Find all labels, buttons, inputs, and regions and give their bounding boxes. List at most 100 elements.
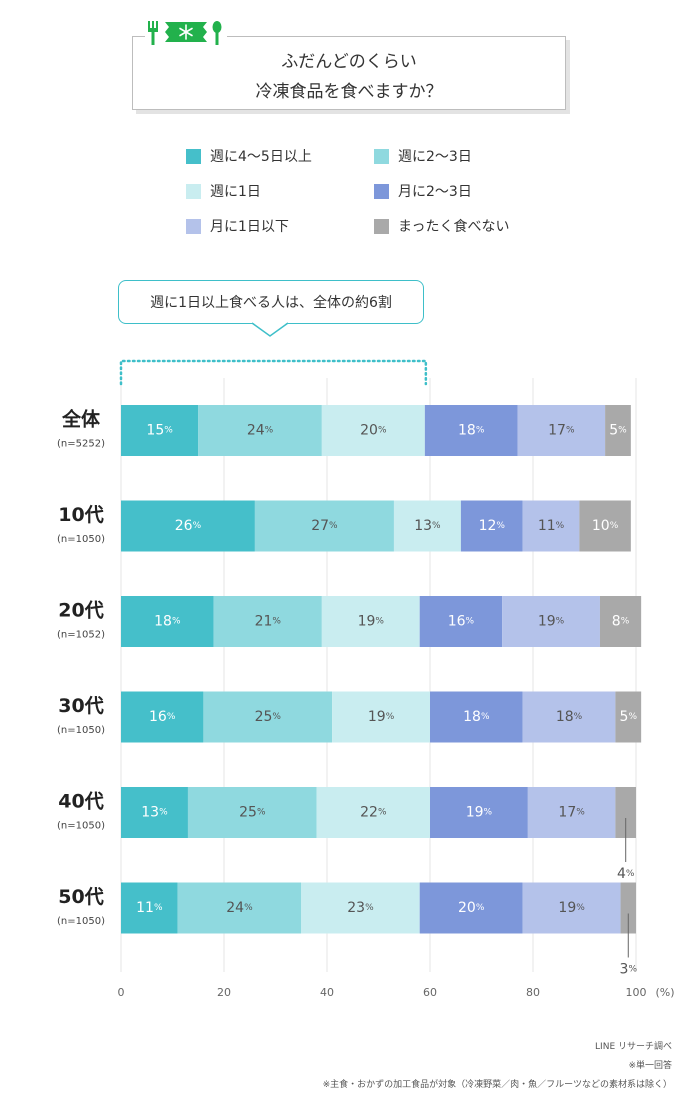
x-tick-label: 20 <box>217 986 231 999</box>
bar-segment <box>121 500 255 552</box>
legend-swatch <box>186 218 201 234</box>
legend-label: 月に1日以下 <box>210 219 289 235</box>
bar-segment <box>332 691 430 743</box>
callout-bracket <box>119 359 428 386</box>
category-sample-size: (n=1050) <box>57 916 105 927</box>
bar-segment <box>620 882 636 934</box>
bar-segment <box>121 596 214 647</box>
data-label: 19% <box>538 614 565 630</box>
x-tick-label: 60 <box>423 986 437 999</box>
category-sample-size: (n=1050) <box>57 534 105 545</box>
x-axis-unit: (%) <box>655 986 674 999</box>
data-label: 23% <box>347 900 374 916</box>
data-label: 20% <box>458 900 485 916</box>
bar-segment <box>121 405 199 456</box>
legend-item: 週に2〜3日 <box>374 146 472 166</box>
bar-segment <box>301 882 420 934</box>
bar-segment <box>599 596 642 647</box>
bar-segment <box>213 596 322 647</box>
data-label: 13% <box>414 518 441 534</box>
title-line-1: ふだんどのくらい <box>281 52 417 72</box>
category-sample-size: (n=5252) <box>57 439 105 450</box>
bar-segment <box>321 596 420 647</box>
bar-segment <box>419 882 523 934</box>
data-label: 19% <box>358 614 385 630</box>
data-label: 12% <box>479 518 506 534</box>
data-label: 19% <box>558 900 585 916</box>
bar-segment <box>321 405 425 456</box>
legend-swatch <box>374 218 389 234</box>
data-label: 18% <box>463 709 490 725</box>
data-label: 10% <box>592 518 619 534</box>
footnotes: LINE リサーチ調べ ※単一回答 ※主食・おかずの加工食品が対象（冷凍野菜／肉… <box>323 1038 672 1095</box>
bar-segment <box>615 787 636 838</box>
legend-label: 月に2〜3日 <box>398 184 472 200</box>
footnote-source: LINE リサーチ調べ <box>595 1042 672 1052</box>
legend-swatch <box>186 183 201 199</box>
bar-segment <box>121 787 188 838</box>
callout-pointer <box>251 322 289 337</box>
legend-item: 月に1日以下 <box>186 216 289 236</box>
data-label: 17% <box>558 805 585 821</box>
legend-label: まったく食べない <box>398 219 510 235</box>
data-label: 24% <box>247 423 274 439</box>
callout-box: 週に1日以上食べる人は、全体の約6割 <box>118 280 424 324</box>
data-label: 13% <box>141 805 168 821</box>
data-label: 21% <box>255 614 282 630</box>
bar-segment <box>203 691 333 743</box>
data-label: 22% <box>360 805 387 821</box>
category-sample-size: (n=1050) <box>57 821 105 832</box>
bar-segment <box>187 787 317 838</box>
category-label: 10代 <box>58 504 103 526</box>
bar-segment <box>502 596 600 647</box>
data-label: 11% <box>136 900 163 916</box>
category-sample-size: (n=1050) <box>57 725 105 736</box>
legend-swatch <box>374 183 389 199</box>
bar-segment <box>430 787 528 838</box>
bar-segment <box>522 691 616 743</box>
data-label: 25% <box>239 805 266 821</box>
data-label: 8% <box>612 614 630 630</box>
bar-segment <box>430 691 523 743</box>
data-label: 24% <box>226 900 253 916</box>
category-label: 50代 <box>58 886 103 908</box>
x-tick-label: 40 <box>320 986 334 999</box>
data-label: 17% <box>548 423 575 439</box>
data-label: 26% <box>175 518 202 534</box>
bar-segment <box>419 596 503 647</box>
data-label: 3% <box>620 962 638 978</box>
category-label: 全体 <box>61 408 101 431</box>
data-label: 5% <box>609 423 627 439</box>
decoration-icon <box>145 18 227 48</box>
bar-segment <box>522 500 580 552</box>
data-label: 25% <box>255 709 282 725</box>
data-label: 11% <box>538 518 565 534</box>
legend-label: 週に2〜3日 <box>398 149 472 165</box>
bar-segment <box>393 500 461 552</box>
bar-segment <box>177 882 302 934</box>
category-label: 20代 <box>58 600 103 622</box>
callout-text: 週に1日以上食べる人は、全体の約6割 <box>150 295 392 311</box>
data-label: 18% <box>556 709 583 725</box>
data-label: 20% <box>360 423 387 439</box>
data-label: 4% <box>617 866 635 882</box>
category-sample-size: (n=1052) <box>57 630 105 641</box>
bar-segment <box>460 500 523 552</box>
footnote-single-answer: ※単一回答 <box>628 1061 672 1071</box>
data-label: 18% <box>458 423 485 439</box>
bar-segment <box>121 882 178 934</box>
bar-segment <box>579 500 631 552</box>
bar-segment <box>517 405 606 456</box>
bar-segment <box>615 691 642 743</box>
legend-label: 週に4〜5日以上 <box>210 149 312 165</box>
data-label: 5% <box>620 709 638 725</box>
bar-segment <box>254 500 394 552</box>
chart-title-box: ふだんどのくらい 冷凍食品を食べますか？ <box>132 18 566 110</box>
bar-segment <box>121 691 204 743</box>
legend-item: 月に2〜3日 <box>374 181 472 201</box>
legend-swatch <box>186 148 201 164</box>
footnote-scope: ※主食・おかずの加工食品が対象（冷凍野菜／肉・魚／フルーツなどの素材系は除く） <box>322 1080 672 1090</box>
category-label: 30代 <box>58 695 103 717</box>
bar-segment <box>527 787 616 838</box>
legend-label: 週に1日 <box>210 184 261 200</box>
